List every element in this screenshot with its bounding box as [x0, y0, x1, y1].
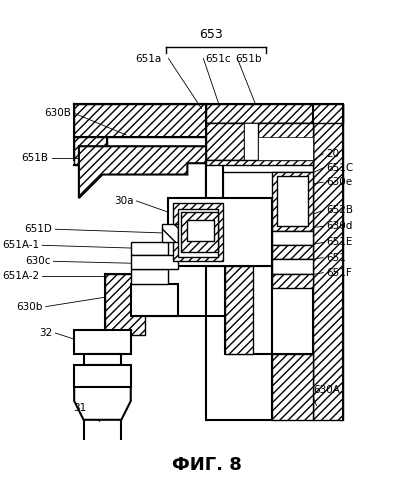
Polygon shape	[225, 266, 272, 354]
Bar	[84, 354, 121, 365]
Polygon shape	[272, 354, 313, 420]
Bar	[272, 246, 313, 260]
Text: 651A-2: 651A-2	[2, 272, 39, 281]
Polygon shape	[206, 122, 244, 160]
Text: 20: 20	[326, 149, 339, 159]
Text: 30a: 30a	[114, 196, 134, 206]
Text: 652B: 652B	[326, 206, 353, 216]
Polygon shape	[225, 266, 253, 354]
Text: 630c: 630c	[25, 256, 51, 266]
Polygon shape	[74, 104, 206, 137]
Polygon shape	[206, 104, 343, 122]
Text: 31: 31	[73, 404, 86, 413]
Text: 630B: 630B	[44, 108, 72, 118]
Text: 651: 651	[326, 252, 346, 262]
Polygon shape	[169, 198, 272, 266]
Bar	[74, 330, 131, 354]
Bar	[178, 210, 219, 256]
Bar	[74, 365, 131, 387]
Text: 630d: 630d	[326, 222, 353, 232]
Polygon shape	[74, 137, 107, 165]
Text: 651A-1: 651A-1	[2, 240, 39, 250]
Text: 630b: 630b	[17, 302, 43, 312]
Text: 651E: 651E	[326, 238, 353, 248]
Bar	[277, 176, 308, 226]
Bar	[131, 284, 178, 316]
Bar	[206, 160, 313, 172]
Polygon shape	[272, 172, 313, 231]
Bar	[131, 269, 169, 284]
Polygon shape	[258, 122, 313, 160]
Polygon shape	[74, 387, 131, 420]
Text: 630A: 630A	[313, 384, 340, 394]
Text: 653: 653	[199, 28, 223, 42]
Polygon shape	[206, 160, 223, 266]
Polygon shape	[313, 104, 343, 420]
Text: 630e: 630e	[326, 177, 352, 187]
Text: 651B: 651B	[22, 152, 49, 162]
Text: 32: 32	[39, 328, 53, 338]
Bar	[131, 254, 178, 269]
Bar	[272, 260, 313, 274]
Bar	[258, 137, 313, 160]
Text: 651D: 651D	[25, 224, 53, 234]
Polygon shape	[105, 274, 145, 335]
Text: 651b: 651b	[235, 54, 262, 64]
Bar	[272, 274, 313, 287]
Text: 651F: 651F	[326, 268, 352, 278]
Bar	[187, 220, 214, 240]
Text: 651a: 651a	[136, 54, 162, 64]
Polygon shape	[206, 122, 313, 160]
Polygon shape	[173, 203, 223, 262]
Bar	[131, 242, 169, 254]
Bar	[206, 172, 223, 266]
Bar	[272, 231, 313, 246]
Polygon shape	[181, 212, 219, 252]
Polygon shape	[162, 224, 178, 242]
Text: ФИГ. 8: ФИГ. 8	[172, 456, 242, 474]
Bar	[206, 160, 313, 165]
Bar	[244, 122, 258, 160]
Text: 651c: 651c	[205, 54, 231, 64]
Polygon shape	[79, 146, 206, 198]
Text: 651C: 651C	[326, 163, 353, 173]
